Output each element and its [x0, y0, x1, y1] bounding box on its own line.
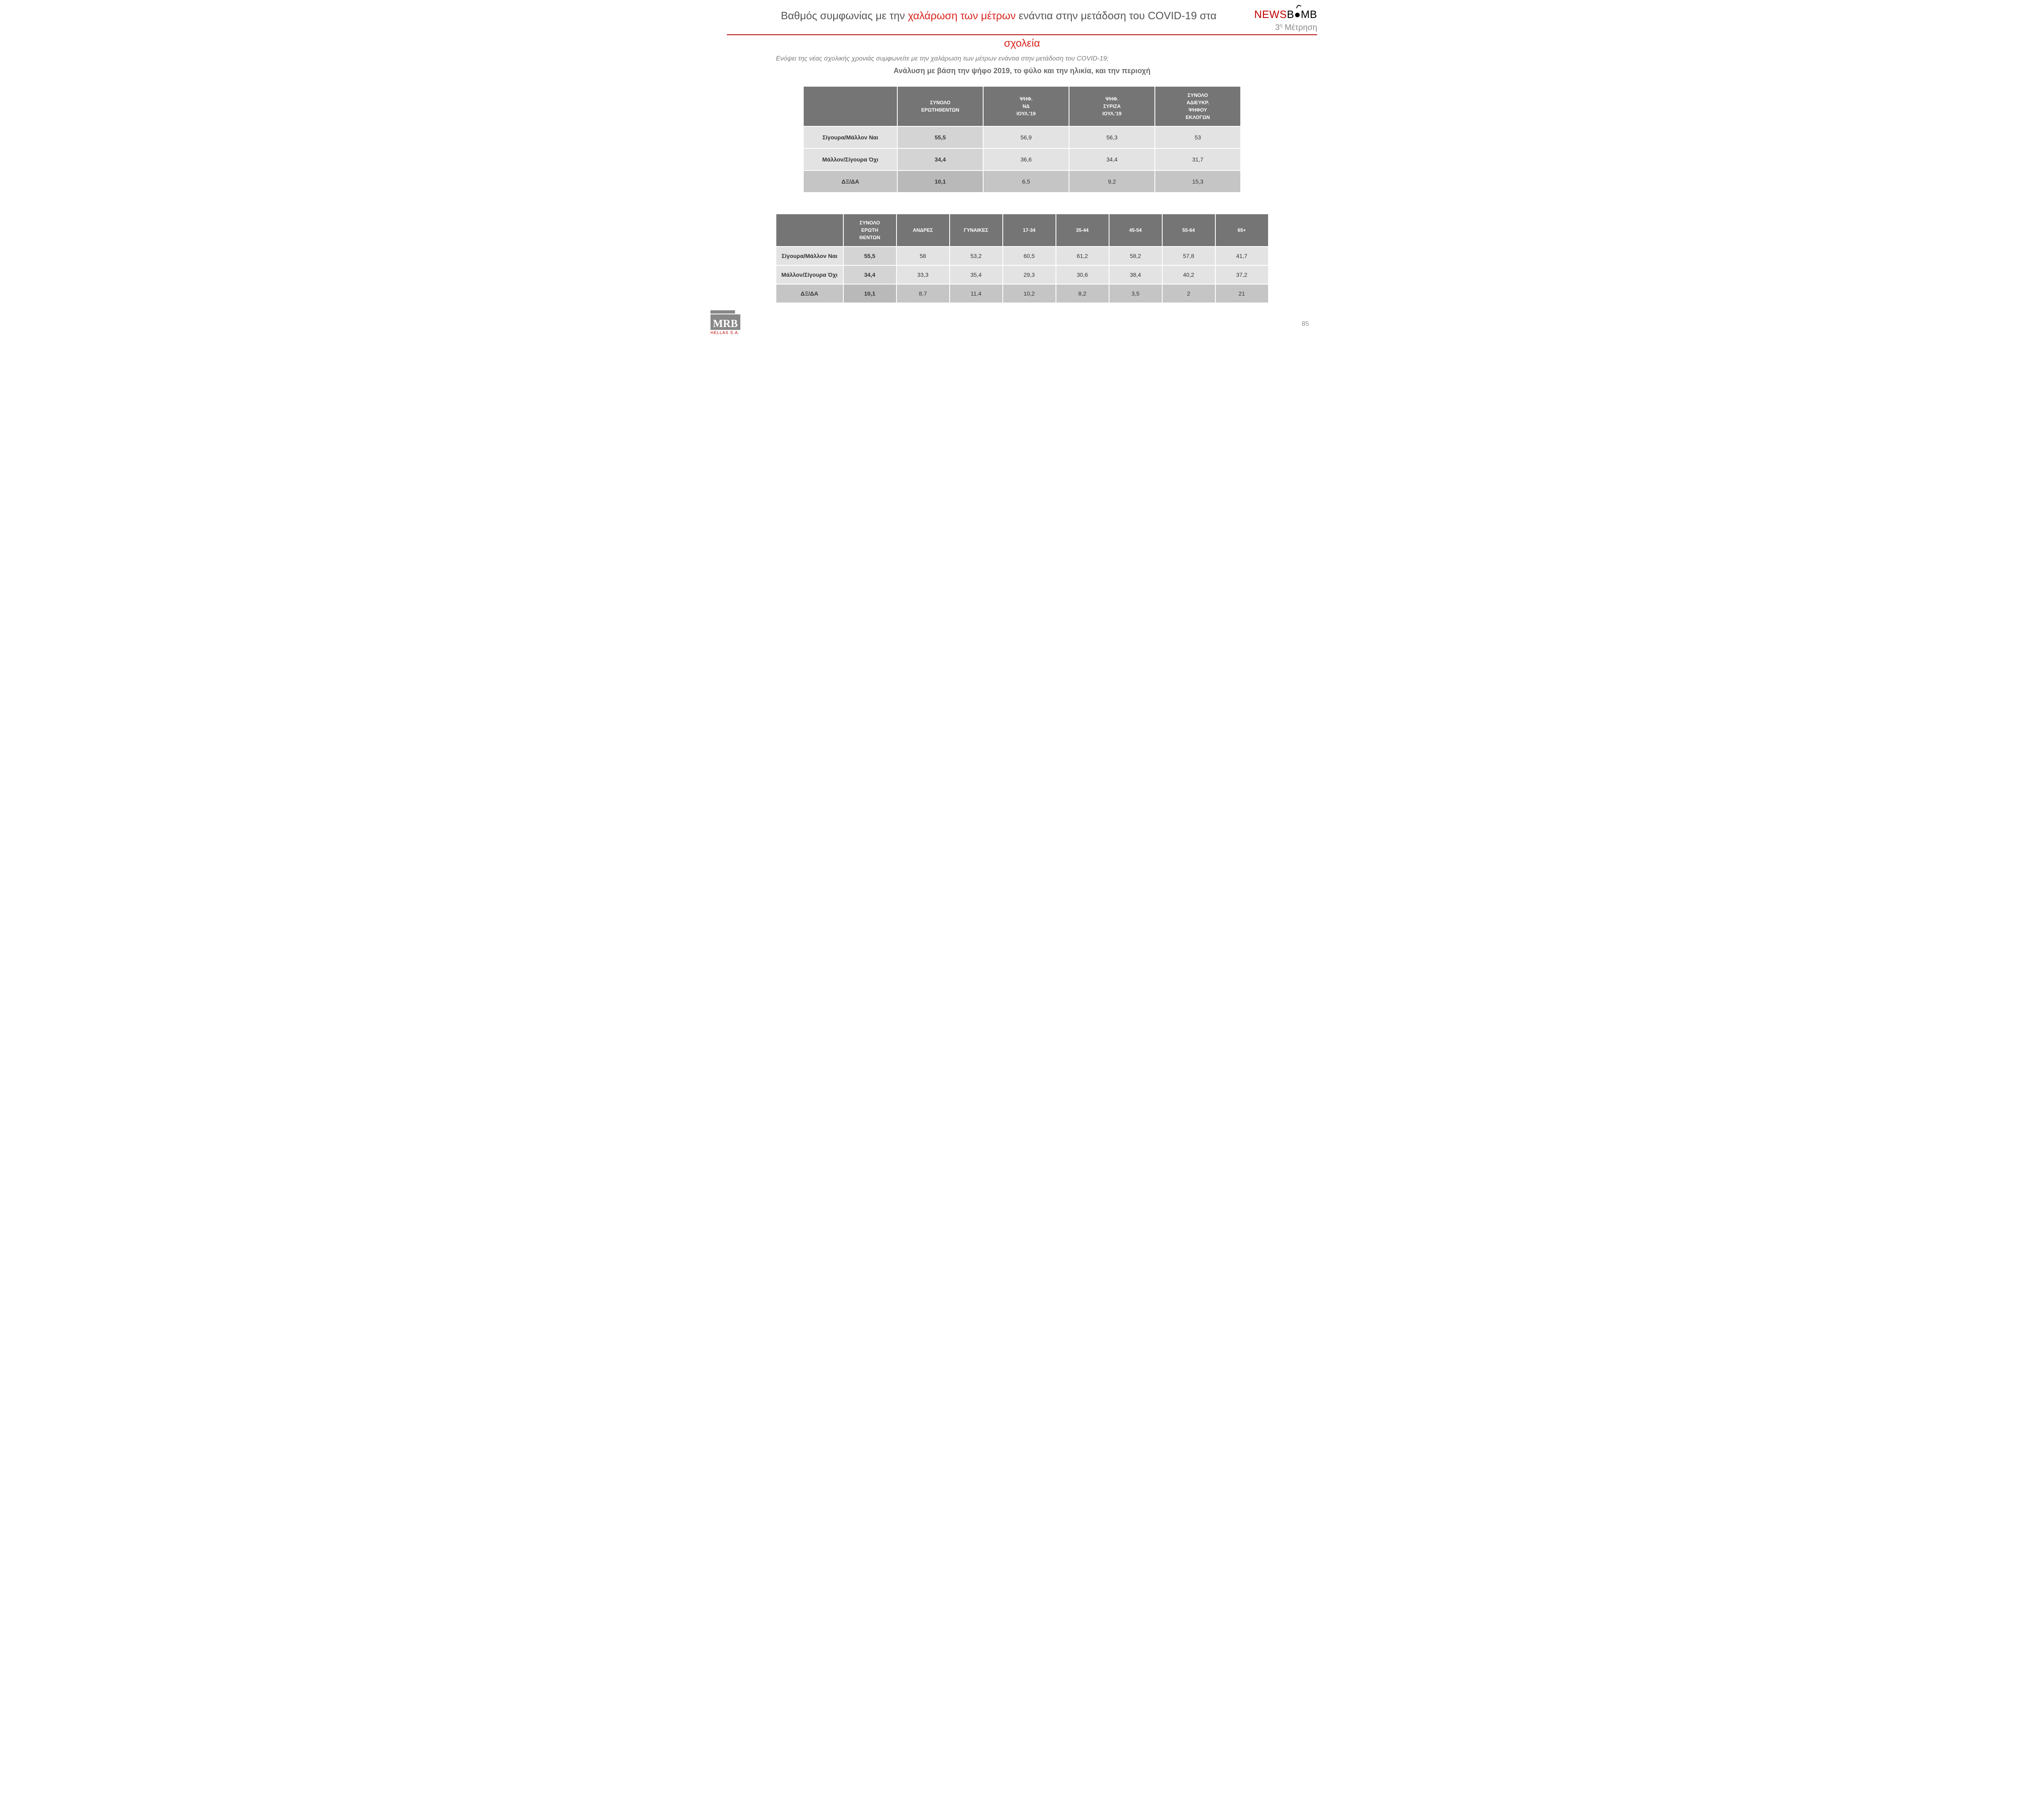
title-highlight-2: σχολεία [727, 37, 1317, 49]
column-header: ΨΗΦ.ΣΥΡΙΖΑΙΟΥΛ.'19 [1069, 86, 1155, 126]
column-header: ΣΥΝΟΛΟΑΔΙΕΥΚΡ.ΨΗΦΟΥΕΚΛΟΓΩΝ [1155, 86, 1241, 126]
mrb-sub: HELLAS S.A. [710, 331, 740, 335]
data-cell: 6,5 [983, 170, 1069, 193]
row-label: Μάλλον/Σίγουρα Όχι [803, 148, 897, 170]
data-cell: 35,4 [950, 265, 1003, 284]
header: Βαθμός συμφωνίας με την χαλάρωση των μέτ… [727, 8, 1317, 35]
table-row: Σίγουρα/Μάλλον Ναι55,556,956,353 [803, 126, 1241, 148]
title-pre: Βαθμός συμφωνίας με την [781, 9, 908, 22]
column-header: 45-54 [1109, 214, 1162, 247]
data-cell: 36,6 [983, 148, 1069, 170]
column-header: 35-44 [1056, 214, 1109, 247]
logo-part3: MB [1301, 8, 1317, 20]
data-cell: 34,4 [843, 265, 896, 284]
column-header: ΨΗΦ.ΝΔΙΟΥΛ.'19 [983, 86, 1069, 126]
mrb-logo: MRB HELLAS S.A. [710, 310, 740, 335]
title-wrap: Βαθμός συμφωνίας με την χαλάρωση των μέτ… [727, 8, 1254, 23]
data-cell: 31,7 [1155, 148, 1241, 170]
data-cell: 8,7 [896, 284, 950, 303]
row-label: ΔΞ/ΔΑ [803, 170, 897, 193]
table-row: ΔΞ/ΔΑ10,18,711,410,28,23,5221 [776, 284, 1269, 303]
measurement-label: 3η Μέτρηση [1254, 22, 1317, 33]
column-header: ΣΥΝΟΛΟΕΡΩΤΗΘΕΝΤΩΝ [897, 86, 983, 126]
column-header [803, 86, 897, 126]
table1-header-row: ΣΥΝΟΛΟΕΡΩΤΗΘΕΝΤΩΝΨΗΦ.ΝΔΙΟΥΛ.'19ΨΗΦ.ΣΥΡΙΖ… [803, 86, 1241, 126]
bomb-icon: ● [1294, 8, 1301, 21]
data-cell: 38,4 [1109, 265, 1162, 284]
column-header: 65+ [1215, 214, 1269, 247]
data-cell: 58 [896, 247, 950, 265]
data-cell: 15,3 [1155, 170, 1241, 193]
column-header [776, 214, 843, 247]
metrisi-num: 3 [1275, 23, 1280, 32]
page-number: 85 [1302, 321, 1309, 328]
newsbomb-logo: NEWSB●MB [1254, 8, 1317, 21]
analysis-caption: Ανάλυση με βάση την ψήφο 2019, το φύλο κ… [727, 67, 1317, 75]
data-cell: 55,5 [897, 126, 983, 148]
logo-part1: NEWS [1254, 8, 1287, 20]
data-cell: 41,7 [1215, 247, 1269, 265]
data-cell: 10,1 [843, 284, 896, 303]
data-cell: 57,8 [1162, 247, 1215, 265]
data-cell: 2 [1162, 284, 1215, 303]
mrb-text: MRB [710, 314, 740, 330]
data-cell: 30,6 [1056, 265, 1109, 284]
logo-part2: B [1287, 8, 1294, 20]
table-row: Μάλλον/Σίγουρα Όχι34,436,634,431,7 [803, 148, 1241, 170]
data-cell: 34,4 [897, 148, 983, 170]
data-cell: 56,9 [983, 126, 1069, 148]
title-mid: ενάντια στην μετάδοση του COVID-19 στα [1016, 9, 1217, 22]
metrisi-sup: η [1280, 22, 1282, 28]
row-label: Σίγουρα/Μάλλον Ναι [803, 126, 897, 148]
data-cell: 29,3 [1003, 265, 1056, 284]
data-cell: 21 [1215, 284, 1269, 303]
table2-body: Σίγουρα/Μάλλον Ναι55,55853,260,561,258,2… [776, 247, 1269, 303]
data-cell: 55,5 [843, 247, 896, 265]
table1-body: Σίγουρα/Μάλλον Ναι55,556,956,353Μάλλον/Σ… [803, 126, 1241, 193]
data-cell: 56,3 [1069, 126, 1155, 148]
table-gender-age: ΣΥΝΟΛΟΕΡΩΤΗΘΕΝΤΩΝΑΝΔΡΕΣΓΥΝΑΙΚΕΣ17-3435-4… [775, 213, 1269, 303]
data-cell: 11,4 [950, 284, 1003, 303]
page-title: Βαθμός συμφωνίας με την χαλάρωση των μέτ… [743, 8, 1254, 23]
column-header: 17-34 [1003, 214, 1056, 247]
table2-header-row: ΣΥΝΟΛΟΕΡΩΤΗΘΕΝΤΩΝΑΝΔΡΕΣΓΥΝΑΙΚΕΣ17-3435-4… [776, 214, 1269, 247]
column-header: ΑΝΔΡΕΣ [896, 214, 950, 247]
row-label: ΔΞ/ΔΑ [776, 284, 843, 303]
data-cell: 60,5 [1003, 247, 1056, 265]
table-vote-2019: ΣΥΝΟΛΟΕΡΩΤΗΘΕΝΤΩΝΨΗΦ.ΝΔΙΟΥΛ.'19ΨΗΦ.ΣΥΡΙΖ… [803, 86, 1241, 193]
data-cell: 3,5 [1109, 284, 1162, 303]
survey-question: Ενόψει της νέας σχολικής χρονιάς συμφωνε… [776, 55, 1317, 63]
data-cell: 53 [1155, 126, 1241, 148]
data-cell: 40,2 [1162, 265, 1215, 284]
right-header: NEWSB●MB 3η Μέτρηση [1254, 8, 1317, 33]
data-cell: 53,2 [950, 247, 1003, 265]
metrisi-word: Μέτρηση [1282, 23, 1317, 32]
title-highlight-1: χαλάρωση των μέτρων [908, 9, 1016, 22]
row-label: Σίγουρα/Μάλλον Ναι [776, 247, 843, 265]
data-cell: 9,2 [1069, 170, 1155, 193]
data-cell: 8,2 [1056, 284, 1109, 303]
data-cell: 33,3 [896, 265, 950, 284]
data-cell: 37,2 [1215, 265, 1269, 284]
column-header: 55-64 [1162, 214, 1215, 247]
data-cell: 58,2 [1109, 247, 1162, 265]
column-header: ΓΥΝΑΙΚΕΣ [950, 214, 1003, 247]
column-header: ΣΥΝΟΛΟΕΡΩΤΗΘΕΝΤΩΝ [843, 214, 896, 247]
data-cell: 10,1 [897, 170, 983, 193]
data-cell: 61,2 [1056, 247, 1109, 265]
data-cell: 34,4 [1069, 148, 1155, 170]
data-cell: 10,2 [1003, 284, 1056, 303]
table-row: Μάλλον/Σίγουρα Όχι34,433,335,429,330,638… [776, 265, 1269, 284]
row-label: Μάλλον/Σίγουρα Όχι [776, 265, 843, 284]
table-row: ΔΞ/ΔΑ10,16,59,215,3 [803, 170, 1241, 193]
table-row: Σίγουρα/Μάλλον Ναι55,55853,260,561,258,2… [776, 247, 1269, 265]
